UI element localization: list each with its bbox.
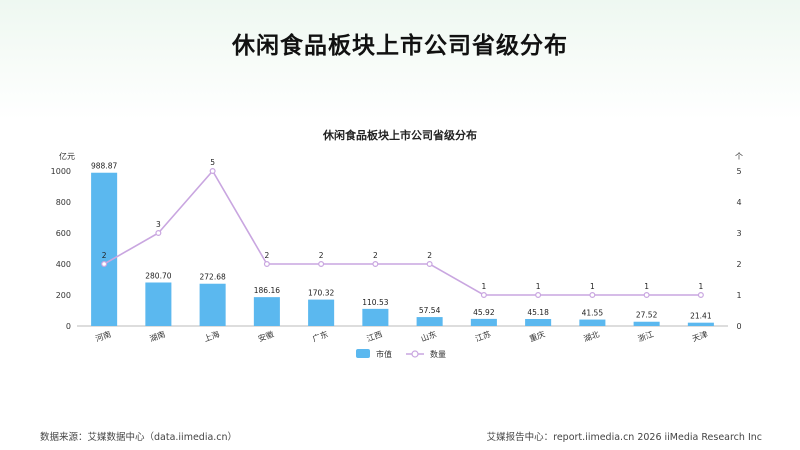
y-left-tick-label: 800 [56,198,71,207]
bar-value-labels: 988.87 280.70 272.68 186.16 170.32 110.53 57.5… [91,162,712,321]
y-right-tick-label: 4 [736,198,741,207]
bar-value-label: 45.18 [527,308,549,317]
line-point [426,261,433,268]
x-tick-label: 浙江 [636,329,654,344]
x-tick-label: 广东 [311,329,329,344]
bar [145,282,172,326]
line-value-label: 1 [644,282,649,291]
y-right-unit: 个 [735,152,743,161]
y-right-tick-label: 1 [736,291,741,300]
line-value-label: 5 [210,158,215,167]
line-point [263,261,270,268]
bar [91,172,118,326]
x-tick-label: 安徽 [257,329,275,344]
y-left-tick-label: 1000 [51,167,71,176]
bar [416,317,443,326]
bar-value-label: 988.87 [91,162,117,171]
y-right-tick-label: 3 [736,229,741,238]
line-point [697,292,704,299]
page-title: 休闲食品板块上市公司省级分布 [232,33,568,59]
line-point [589,292,596,299]
line-value-label: 2 [373,251,378,260]
bar [579,319,606,326]
line-point [372,261,379,268]
legend-line-label: 数量 [430,349,446,359]
header-background [0,0,800,120]
bar-value-label: 170.32 [308,289,334,298]
x-tick-label: 山东 [419,329,437,344]
bar [687,322,714,326]
line-value-label: 1 [698,282,703,291]
bar [633,321,660,326]
line-point [643,292,650,299]
line-value-label: 2 [264,251,269,260]
bar-value-label: 272.68 [200,273,226,282]
y-left-tick-label: 400 [56,260,71,269]
line-path [103,169,701,296]
bar [199,283,226,326]
chart-legend: 市值 数量 [356,349,446,359]
bar-series [91,172,714,326]
line-value-label: 1 [481,282,486,291]
x-tick-label: 重庆 [528,329,546,344]
bar-value-label: 57.54 [419,306,441,315]
bar [308,299,335,326]
bar-value-label: 27.52 [636,311,658,320]
bar-value-label: 110.53 [362,298,388,307]
bar [253,297,280,326]
chart-title: 休闲食品板块上市公司省级分布 [322,128,477,142]
line-point [480,292,487,299]
line-value-label: 2 [319,251,324,260]
legend-bar-swatch [356,349,370,358]
y-right-tick-label: 0 [736,322,741,331]
bar-value-label: 21.41 [690,312,712,321]
x-tick-label: 江苏 [474,329,492,344]
line-value-label: 2 [427,251,432,260]
line-value-label: 1 [536,282,541,291]
line-value-label: 1 [590,282,595,291]
legend-bar-label: 市值 [376,349,392,359]
x-tick-label: 上海 [202,329,220,344]
x-tick-label: 湖南 [148,329,166,344]
y-left-tick-label: 600 [56,229,71,238]
y-right-tick-label: 5 [736,167,741,176]
bar [470,318,497,326]
y-left-tick-label: 0 [66,322,71,331]
line-value-label: 2 [102,251,107,260]
y-right-tick-label: 2 [736,260,741,269]
x-tick-label: 河南 [94,329,112,344]
x-tick-label: 天津 [691,329,709,344]
x-tick-label: 江西 [365,330,383,344]
source-note-right: 艾媒报告中心：report.iimedia.cn 2026 iiMedia Re… [486,432,762,443]
line-series: 2 3 5 2 2 2 2 1 1 1 1 1 [101,158,704,299]
x-tick-label: 湖北 [582,330,600,344]
line-point [318,261,325,268]
line-value-label: 3 [156,220,161,229]
y-left-unit: 亿元 [59,151,75,161]
line-point [209,168,216,175]
line-point [101,261,108,268]
bar-value-label: 280.70 [145,271,171,280]
bar [362,308,389,326]
bar-value-label: 41.55 [582,309,604,318]
legend-line-marker [411,350,419,358]
bar-value-label: 45.92 [473,308,495,317]
bar [525,318,552,326]
source-note-left: 数据来源：艾媒数据中心（data.iimedia.cn） [40,432,238,443]
y-left-tick-label: 200 [56,291,71,300]
line-point [535,292,542,299]
line-point [155,230,162,237]
bar-value-label: 186.16 [254,286,280,295]
